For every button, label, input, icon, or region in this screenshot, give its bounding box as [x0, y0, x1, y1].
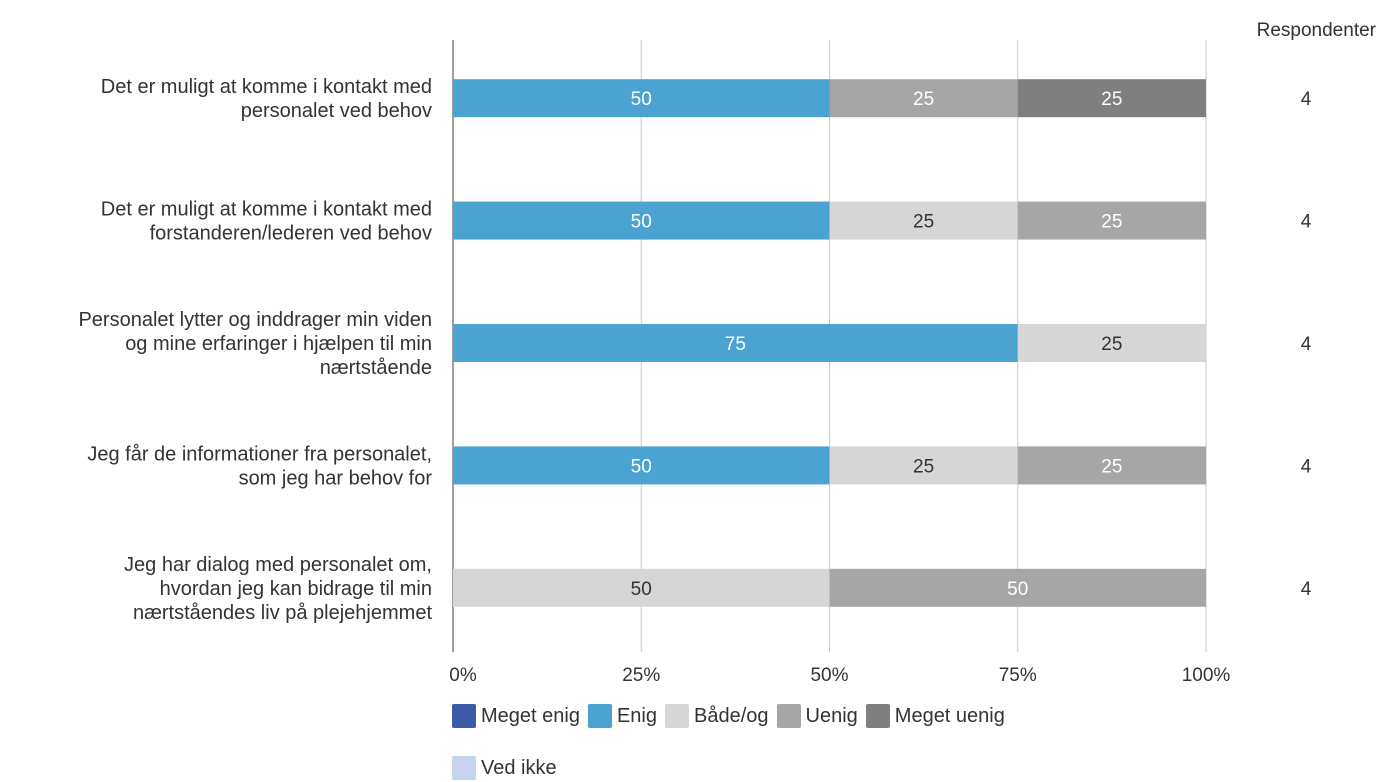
bar-value-label: 75 [725, 334, 746, 355]
bar-segment [829, 79, 1018, 118]
category-label-line: Personalet lytter og inddrager min viden [78, 309, 432, 331]
respondents-count: 4 [1301, 456, 1312, 477]
category-label: Det er muligt at komme i kontakt med pers… [101, 76, 432, 122]
legend-item: Enig [587, 702, 657, 730]
legend-label: Meget enig [481, 704, 580, 727]
legend-swatch [452, 756, 476, 780]
legend-label: Uenig [805, 704, 858, 727]
respondents-column: Respondenter 4 4 4 4 4 [1257, 20, 1377, 600]
legend-label: Meget uenig [894, 704, 1005, 727]
legend-item: Meget uenig [865, 702, 1005, 730]
respondents-count: 4 [1301, 334, 1312, 355]
bars: 50 25 25 50 25 25 75 25 50 25 25 50 50 [453, 79, 1206, 607]
legend-swatch [452, 704, 476, 728]
category-label-line: Jeg får de informationer fra personalet, [87, 443, 432, 465]
respondents-count: 4 [1301, 212, 1312, 233]
category-label-line: hvordan jeg kan bidrage til min [160, 578, 432, 600]
stacked-bar-chart: 50 25 25 50 25 25 75 25 50 25 25 50 50 Det er muligt… [78, 20, 1377, 686]
category-label-line: og mine erfaringer i hjælpen til min [125, 333, 432, 355]
category-label-line: forstanderen/lederen ved behov [150, 223, 432, 245]
category-label-line: Det er muligt at komme i kontakt med [101, 199, 432, 221]
legend-item: Både/og [665, 702, 769, 730]
legend-label: Enig [616, 704, 657, 727]
category-label-line: Jeg har dialog med personalet om, [124, 554, 432, 576]
bar-segment [1017, 324, 1206, 362]
legend-item: Meget enig [452, 702, 580, 730]
legend-label: Både/og [694, 704, 769, 727]
category-labels: Det er muligt at komme i kontakt med pers… [78, 76, 432, 624]
bar-value-label: 25 [913, 212, 934, 233]
legend-swatch [587, 704, 612, 728]
legend-item: Ved ikke [452, 754, 557, 782]
category-label: Det er muligt at komme i kontakt med fors… [101, 199, 432, 245]
bar-value-label: 25 [1101, 212, 1122, 233]
bar-value-label: 50 [631, 456, 652, 477]
category-label-line: personalet ved behov [241, 100, 432, 122]
category-label-line: som jeg har behov for [239, 467, 433, 489]
legend-label: Ved ikke [481, 756, 557, 779]
x-tick-label: 100% [1182, 665, 1231, 686]
category-label-line: Det er muligt at komme i kontakt med [101, 76, 432, 98]
bar-value-label: 25 [1101, 456, 1122, 477]
category-label-line: nærtstående [320, 357, 432, 379]
category-label-line: nærtståendes liv på plejehjemmet [133, 602, 432, 624]
legend-swatch [865, 704, 890, 728]
bar-segment [453, 201, 830, 240]
bar-value-label: 50 [631, 212, 652, 233]
respondents-count: 4 [1301, 89, 1312, 110]
x-tick-label: 25% [622, 665, 660, 686]
legend: Meget enig Enig Både/og Uenig Meget uenig Ved… [452, 702, 1152, 782]
bar-segment [453, 79, 830, 118]
x-tick-label: 0% [449, 665, 477, 686]
respondents-header: Respondenter [1257, 20, 1377, 41]
bar-segment [1017, 446, 1206, 485]
bar-segment [829, 568, 1206, 607]
bar-segment [453, 568, 830, 607]
bar-segment [829, 446, 1018, 485]
x-tick-label: 50% [810, 665, 848, 686]
bar-segment [453, 324, 1018, 362]
respondents-count: 4 [1301, 579, 1312, 600]
category-label: Jeg får de informationer fra personalet,… [87, 443, 432, 489]
bar-value-label: 25 [913, 456, 934, 477]
legend-swatch [776, 704, 801, 728]
bar-segment [1017, 79, 1206, 118]
x-tick-label: 75% [999, 665, 1037, 686]
category-label: Jeg har dialog med personalet om, hvordan… [124, 554, 432, 624]
bar-value-label: 50 [631, 89, 652, 110]
legend-swatch [665, 704, 689, 728]
legend-item: Uenig [776, 702, 858, 730]
x-axis-ticks: 0% 25% 50% 75% 100% [449, 665, 1230, 686]
bar-segment [453, 446, 830, 485]
bar-value-label: 25 [1101, 89, 1122, 110]
category-label: Personalet lytter og inddrager min viden… [78, 309, 432, 379]
bar-segment [1017, 201, 1206, 240]
bar-value-label: 25 [1101, 334, 1122, 355]
bar-value-label: 50 [631, 579, 652, 600]
bar-value-label: 25 [913, 89, 934, 110]
bar-segment [829, 201, 1018, 240]
bar-value-label: 50 [1007, 579, 1028, 600]
